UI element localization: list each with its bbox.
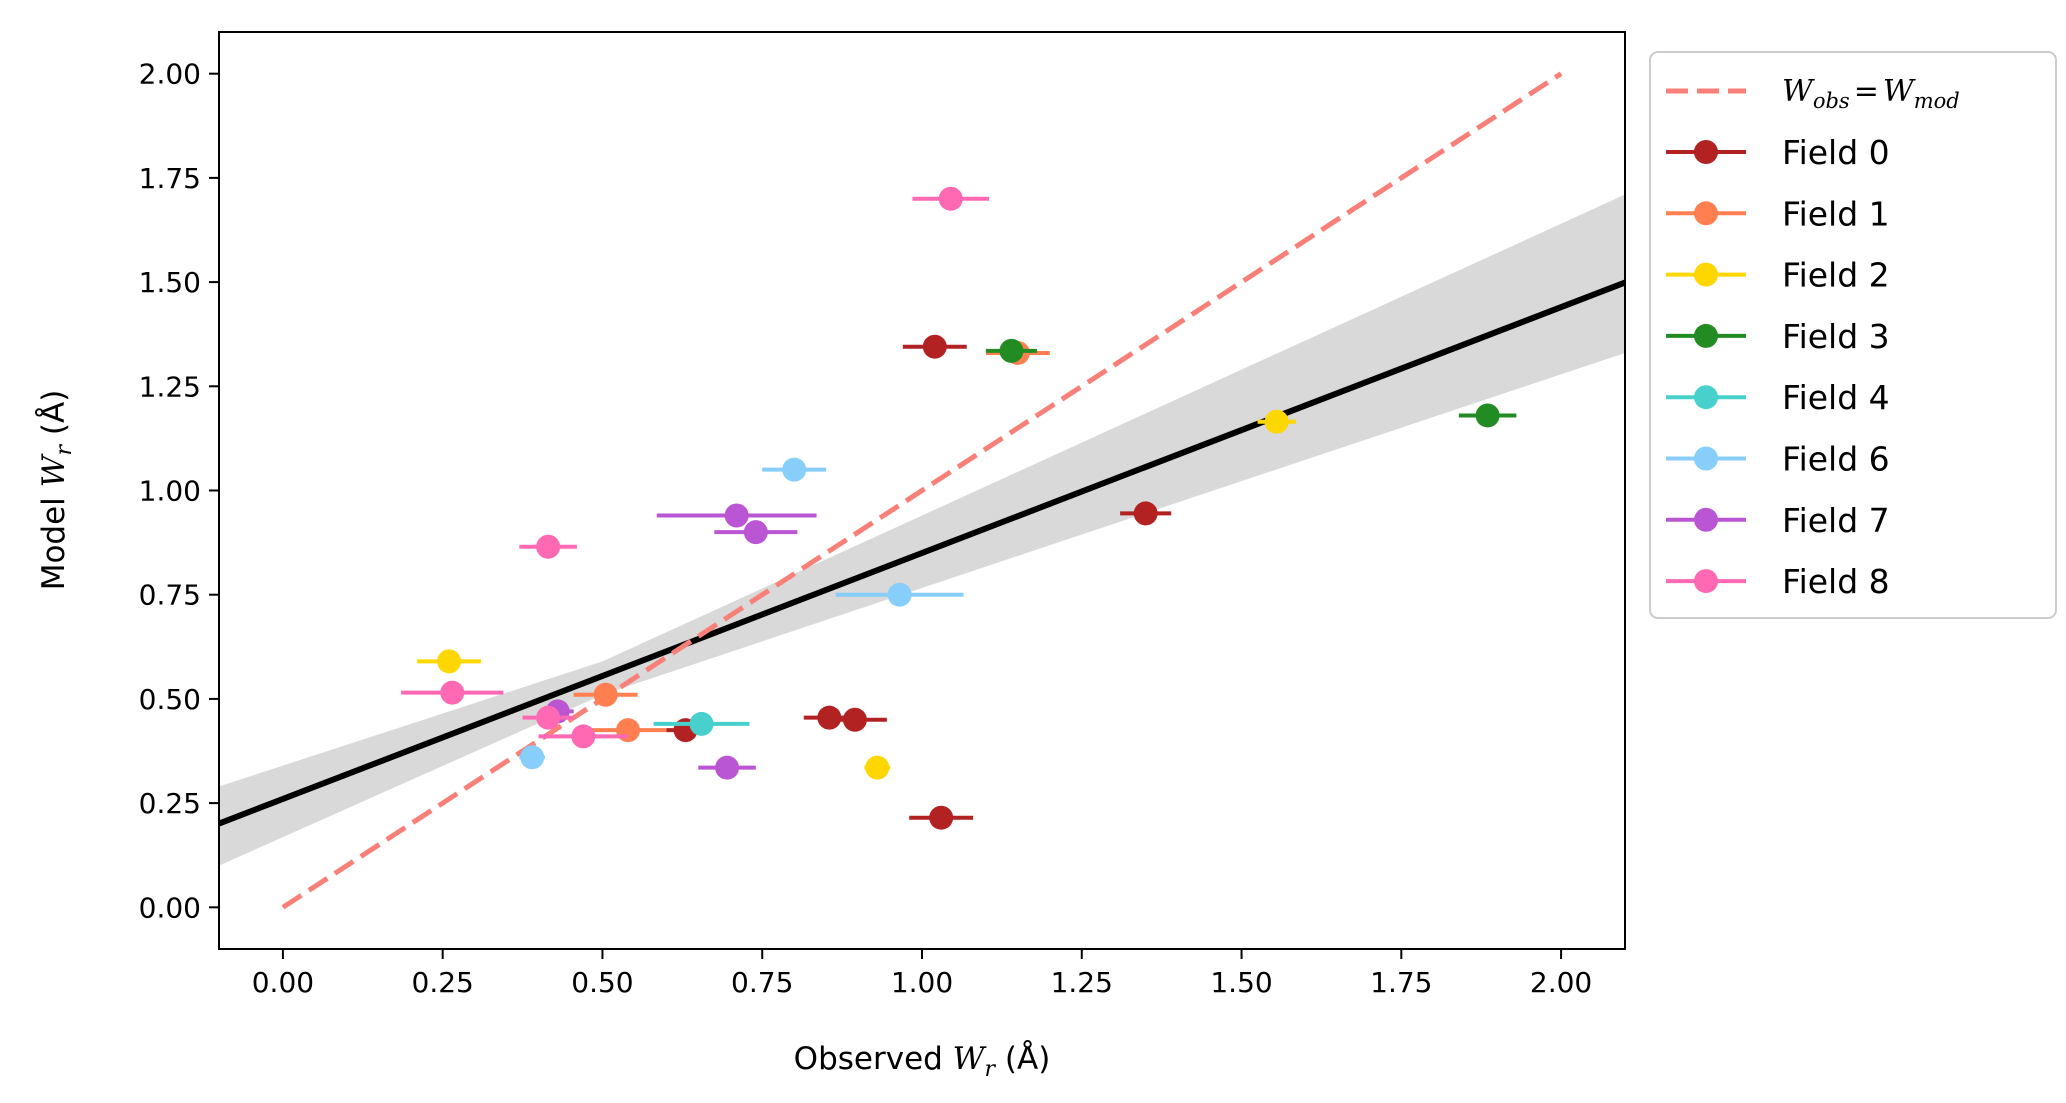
data-point	[938, 186, 963, 211]
series-field-3	[985, 338, 1517, 428]
y-axis-label: Model Wr (Å)	[36, 390, 77, 591]
data-point	[1133, 501, 1158, 526]
legend-marker	[1694, 323, 1718, 348]
legend-marker	[1694, 262, 1718, 287]
y-axis: 0.00 0.25 0.50 0.75 1.00 1.25 1.50 1.75 2.00	[139, 58, 219, 924]
legend-marker	[1694, 569, 1718, 594]
one-to-one-line	[281, 71, 1563, 910]
legend-item-field-2: Field 2	[1666, 256, 1890, 295]
data-point	[842, 707, 867, 732]
y-tick-label: 1.00	[139, 475, 201, 508]
legend-item-field-7: Field 7	[1666, 501, 1890, 540]
data-point	[929, 805, 954, 830]
legend-item-field-8: Field 8	[1666, 562, 1890, 601]
x-tick-label: 2.00	[1530, 966, 1592, 999]
legend-label: Field 8	[1782, 562, 1890, 601]
y-tick-label: 0.00	[139, 891, 201, 924]
data-point	[865, 755, 890, 780]
legend-item-field-3: Field 3	[1666, 317, 1890, 356]
x-tick-label: 0.50	[571, 966, 633, 999]
data-point	[536, 534, 561, 559]
data-point	[999, 338, 1024, 363]
legend-marker	[1694, 385, 1718, 410]
legend-item-field-4: Field 4	[1666, 378, 1890, 417]
data-point	[520, 745, 545, 770]
x-axis-label: Observed Wr (Å)	[794, 1041, 1051, 1082]
y-tick-label: 2.00	[139, 58, 201, 91]
data-point	[536, 705, 561, 730]
legend-label: Field 6	[1782, 440, 1890, 479]
series-field-4	[653, 711, 750, 736]
y-tick-label: 0.75	[139, 579, 201, 612]
x-tick-label: 1.25	[1051, 966, 1113, 999]
plot-area	[219, 71, 1625, 910]
data-point	[689, 711, 714, 736]
series-field-8	[401, 186, 990, 749]
data-point	[817, 705, 842, 730]
legend-marker	[1694, 201, 1718, 226]
data-point	[1475, 403, 1500, 428]
legend-box	[1649, 51, 2057, 619]
legend-marker	[1694, 140, 1718, 164]
data-point	[1264, 409, 1289, 434]
x-tick-label: 1.50	[1210, 966, 1272, 999]
x-tick-label: 0.25	[412, 966, 474, 999]
data-point	[724, 503, 749, 528]
data-point	[887, 582, 912, 607]
legend-label: Field 2	[1782, 256, 1890, 295]
data-point	[782, 457, 807, 482]
fit-confidence-band	[219, 194, 1625, 866]
x-axis: 0.00 0.25 0.50 0.75 1.00 1.25 1.50 1.75 2.00	[252, 949, 1592, 999]
series-field-2	[417, 409, 1296, 780]
data-point	[922, 334, 947, 359]
legend-label: Field 7	[1782, 501, 1890, 540]
data-point	[571, 724, 596, 749]
data-point	[715, 755, 740, 780]
y-tick-label: 1.25	[139, 370, 201, 403]
legend-item-field-1: Field 1	[1666, 194, 1890, 233]
legend-label: Field 3	[1782, 317, 1890, 356]
x-tick-label: 0.00	[252, 966, 314, 999]
y-tick-label: 1.75	[139, 162, 201, 195]
x-tick-label: 0.75	[731, 966, 793, 999]
data-point	[593, 682, 618, 707]
legend-item-field-6: Field 6	[1666, 440, 1890, 479]
legend-label: Field 0	[1782, 133, 1890, 172]
legend-item-field-0: Field 0	[1666, 133, 1890, 172]
y-tick-label: 0.50	[139, 683, 201, 716]
legend-marker	[1694, 446, 1718, 471]
data-point	[440, 680, 465, 705]
legend-label-one-to-one: Wobs = Wmod	[1782, 74, 1960, 113]
legend-marker	[1694, 507, 1718, 532]
x-tick-label: 1.75	[1370, 966, 1432, 999]
series-field-6	[519, 457, 964, 770]
fit-line	[219, 279, 1625, 827]
legend: Wobs = Wmod Field 0 Field 1 Field 2 Field 3 Fi…	[1649, 51, 2057, 619]
data-point	[743, 520, 768, 545]
x-tick-label: 1.00	[891, 966, 953, 999]
data-point	[616, 718, 641, 743]
y-tick-label: 1.50	[139, 266, 201, 299]
data-point	[437, 649, 462, 674]
y-tick-label: 0.25	[139, 787, 201, 820]
legend-label: Field 4	[1782, 378, 1890, 417]
legend-label: Field 1	[1782, 194, 1890, 233]
